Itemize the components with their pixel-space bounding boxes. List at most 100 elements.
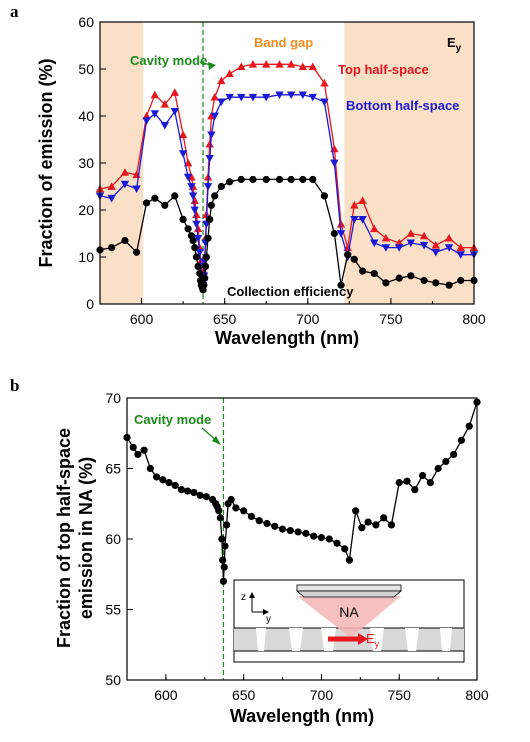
data-point bbox=[271, 522, 279, 530]
data-point bbox=[431, 248, 440, 257]
data-point bbox=[132, 248, 141, 256]
y-tick-label: 40 bbox=[78, 108, 94, 124]
data-point bbox=[444, 244, 454, 252]
data-point bbox=[325, 535, 333, 543]
data-point bbox=[190, 196, 199, 204]
data-point bbox=[206, 215, 214, 223]
data-point bbox=[134, 450, 142, 458]
panel-a-series bbox=[95, 60, 479, 294]
data-point bbox=[411, 486, 419, 494]
data-point bbox=[237, 175, 245, 184]
data-point bbox=[445, 281, 453, 289]
data-point bbox=[196, 491, 204, 499]
data-point bbox=[120, 180, 130, 189]
data-point bbox=[165, 479, 173, 487]
data-point bbox=[395, 274, 403, 282]
data-point bbox=[217, 182, 225, 191]
data-point bbox=[465, 422, 473, 430]
data-point bbox=[191, 244, 199, 252]
y-tick-label: 0 bbox=[86, 296, 94, 312]
data-point bbox=[225, 69, 234, 78]
data-point bbox=[220, 563, 228, 571]
band-edge-region bbox=[100, 22, 144, 304]
panel-b-y-axis-label-line1: Fraction of top half-space bbox=[54, 428, 74, 648]
data-point bbox=[406, 239, 416, 248]
data-point bbox=[216, 514, 224, 522]
data-point bbox=[240, 507, 248, 515]
data-point bbox=[450, 450, 458, 458]
data-point bbox=[192, 210, 201, 219]
na-label: NA bbox=[339, 604, 359, 620]
data-point bbox=[456, 243, 465, 251]
panel-b-series bbox=[123, 398, 481, 585]
data-point bbox=[205, 140, 214, 148]
data-point bbox=[287, 175, 295, 184]
data-point bbox=[381, 234, 391, 242]
data-point bbox=[160, 100, 170, 108]
air-hole bbox=[370, 628, 384, 651]
air-hole bbox=[440, 628, 452, 651]
data-point bbox=[333, 539, 341, 547]
data-point bbox=[190, 206, 199, 215]
series-line bbox=[99, 63, 474, 284]
y-tick-label: 60 bbox=[78, 14, 94, 30]
na-collection-cone bbox=[297, 596, 401, 638]
data-point bbox=[341, 545, 349, 553]
y-tick-label: 70 bbox=[105, 390, 121, 406]
data-point bbox=[121, 236, 129, 245]
data-point bbox=[286, 526, 294, 535]
data-point bbox=[299, 175, 307, 184]
data-point bbox=[150, 90, 160, 99]
data-point bbox=[294, 528, 302, 536]
data-point bbox=[406, 229, 416, 237]
data-point bbox=[215, 507, 223, 515]
air-hole bbox=[256, 628, 266, 651]
dipole-label: Ey bbox=[366, 631, 380, 649]
objective-lens bbox=[296, 584, 402, 592]
dipole-arrowhead-icon bbox=[358, 633, 368, 645]
data-point bbox=[420, 276, 428, 285]
data-point bbox=[200, 281, 208, 289]
panel-a-letter: a bbox=[10, 2, 19, 21]
data-point bbox=[286, 60, 296, 68]
data-point bbox=[358, 216, 367, 224]
data-point bbox=[350, 201, 359, 209]
data-point bbox=[232, 504, 240, 512]
data-point bbox=[418, 471, 427, 480]
panel-a-y-axis-label: Fraction of emission (%) bbox=[36, 58, 56, 267]
data-point bbox=[457, 436, 466, 444]
data-point bbox=[444, 234, 454, 242]
y-axis-label: y bbox=[266, 614, 271, 625]
data-point bbox=[419, 231, 429, 240]
data-point bbox=[370, 269, 378, 278]
data-point bbox=[140, 446, 148, 454]
data-point bbox=[330, 159, 339, 168]
data-point bbox=[183, 173, 193, 182]
data-point bbox=[320, 78, 329, 87]
data-point bbox=[330, 229, 338, 238]
data-point bbox=[204, 234, 212, 242]
data-point bbox=[320, 98, 329, 107]
data-point bbox=[142, 117, 151, 125]
nanostructure-schematic-inset: NA Ey z y bbox=[233, 579, 465, 663]
data-point bbox=[189, 236, 197, 245]
data-point bbox=[387, 521, 396, 529]
data-point bbox=[221, 542, 229, 550]
data-point bbox=[177, 486, 186, 494]
series-line bbox=[99, 94, 474, 286]
data-point bbox=[262, 93, 271, 102]
data-point bbox=[395, 479, 403, 487]
data-point bbox=[132, 185, 141, 194]
y-tick-label: 20 bbox=[78, 202, 94, 218]
y-axis-arrowhead-icon bbox=[263, 609, 269, 615]
data-point bbox=[308, 62, 317, 71]
data-point bbox=[309, 175, 317, 184]
data-point bbox=[382, 279, 390, 287]
data-point bbox=[171, 481, 179, 490]
data-point bbox=[192, 220, 201, 229]
data-point bbox=[207, 131, 216, 139]
data-point bbox=[192, 253, 201, 261]
air-hole bbox=[405, 628, 419, 651]
data-point bbox=[262, 60, 271, 68]
data-point bbox=[210, 93, 219, 101]
